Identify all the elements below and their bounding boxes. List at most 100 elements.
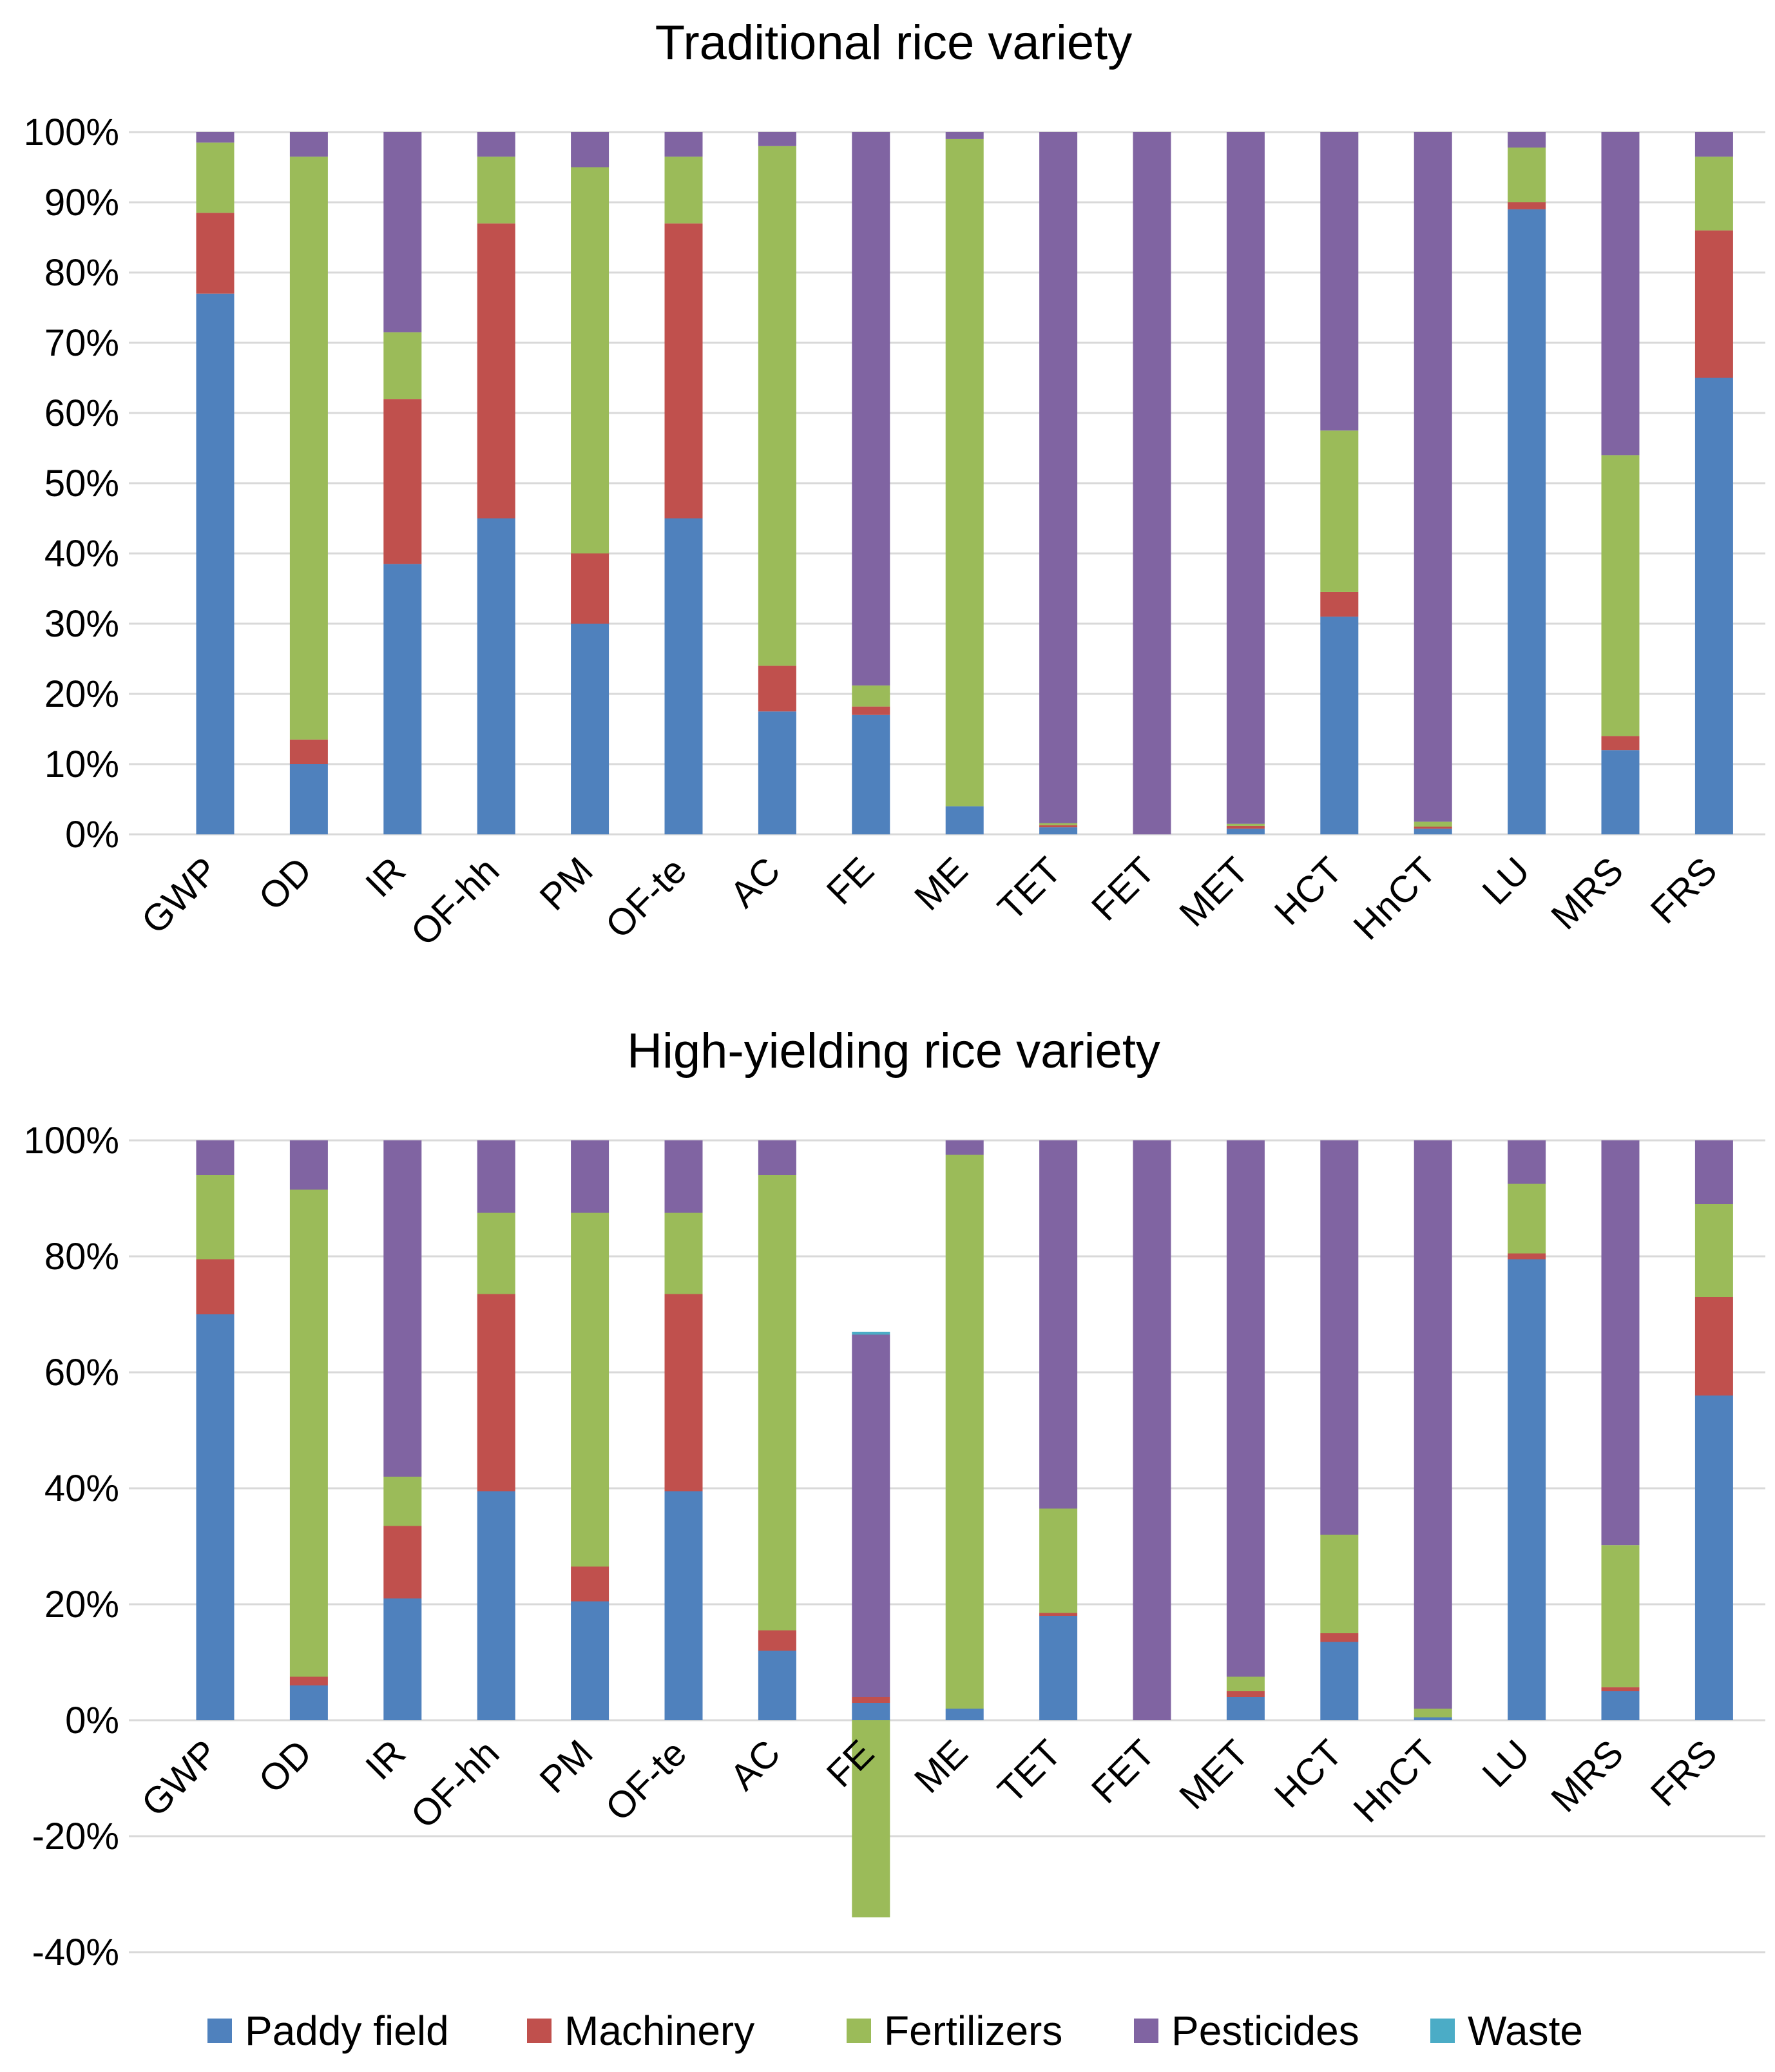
y-tick-label: 100%	[24, 111, 119, 153]
bar-segment-machinery-tet	[1039, 825, 1078, 828]
bar-segment-machinery-od	[289, 1676, 328, 1685]
bar-segment-machinery-tet	[1039, 1613, 1078, 1616]
bar-segment-fertilizers-tet	[1039, 823, 1078, 825]
x-tick-label: FRS	[1643, 849, 1725, 932]
bar-segment-fertilizers-pm	[571, 1213, 609, 1567]
x-tick-label: MET	[1171, 1732, 1257, 1818]
x-tick-label: MET	[1171, 849, 1257, 935]
bar-segment-machinery-od	[289, 739, 328, 764]
bar-segment-pesticides-mrs	[1601, 1140, 1640, 1546]
bar-segment-machinery-fe	[852, 706, 890, 715]
bar-segment-fertilizers-ac	[758, 1175, 796, 1631]
x-tick-label: IR	[358, 849, 414, 905]
bar-segment-paddy-field-met	[1226, 829, 1265, 834]
x-tick-label: HCT	[1267, 849, 1350, 933]
legend-label-machinery: Machinery	[564, 2008, 754, 2054]
y-tick-label: 0%	[65, 814, 119, 856]
legend-swatch-waste	[1430, 2019, 1455, 2043]
bar-segment-machinery-fe	[852, 1697, 890, 1703]
bar-segment-paddy-field-of-hh	[477, 518, 515, 834]
bar-segment-pesticides-lu	[1508, 1140, 1546, 1184]
y-tick-label: 60%	[44, 392, 119, 434]
x-tick-label: AC	[722, 849, 789, 916]
bar-segment-fertilizers-hct	[1320, 430, 1359, 592]
bar-segment-fertilizers-frs	[1694, 1204, 1733, 1297]
bar-segment-pesticides-tet	[1039, 1140, 1078, 1509]
bar-segment-fertilizers-hnct	[1414, 821, 1452, 827]
bar-segment-fertilizers-ir	[383, 1477, 422, 1526]
bar-segment-paddy-field-frs	[1694, 378, 1733, 834]
bar-segment-fertilizers-mrs	[1601, 1545, 1640, 1687]
bar-segment-pesticides-pm	[571, 132, 609, 168]
x-tick-label: MRS	[1543, 1732, 1631, 1820]
bar-segment-pesticides-od	[289, 1140, 328, 1190]
bar-segment-pesticides-ac	[758, 1140, 796, 1175]
bar-segment-paddy-field-of-te	[664, 1491, 703, 1720]
bar-segment-fertilizers-of-hh	[477, 157, 515, 224]
bar-segment-fertilizers-fe	[852, 685, 890, 707]
bar-segment-machinery-mrs	[1601, 1687, 1640, 1691]
bar-segment-pesticides-me	[945, 132, 984, 139]
bar-segment-paddy-field-ac	[758, 1651, 796, 1720]
bar-segment-fertilizers-of-hh	[477, 1213, 515, 1294]
bar-segment-paddy-field-met	[1226, 1697, 1265, 1720]
bar-segment-fertilizers-frs	[1694, 157, 1733, 231]
bar-segment-paddy-field-ir	[383, 564, 422, 834]
bar-segment-pesticides-fet	[1133, 132, 1171, 834]
bar-segment-paddy-field-mrs	[1601, 1691, 1640, 1720]
y-tick-label: 0%	[65, 1700, 119, 1741]
bar-segment-paddy-field-of-te	[664, 518, 703, 834]
bar-segment-pesticides-mrs	[1601, 132, 1640, 456]
y-tick-label: -40%	[32, 1932, 119, 1973]
x-tick-label: PM	[532, 1732, 600, 1801]
bar-segment-pesticides-gwp	[196, 1140, 235, 1175]
bar-segment-fertilizers-lu	[1508, 1184, 1546, 1254]
x-tick-label: PM	[532, 849, 600, 918]
x-tick-label: GWP	[133, 1732, 226, 1825]
bar-segment-paddy-field-ac	[758, 711, 796, 834]
bar-segment-machinery-ac	[758, 1630, 796, 1651]
bar-segment-machinery-of-hh	[477, 223, 515, 519]
bar-segment-machinery-hct	[1320, 1633, 1359, 1642]
x-tick-label: OF-hh	[403, 1732, 507, 1836]
x-tick-label: FRS	[1643, 1732, 1725, 1814]
bar-segment-machinery-met	[1226, 1691, 1265, 1697]
bar-segment-pesticides-ac	[758, 132, 796, 146]
y-tick-label: 30%	[44, 603, 119, 645]
x-tick-label: HnCT	[1345, 1732, 1444, 1830]
bar-segment-fertilizers-pm	[571, 167, 609, 553]
bar-segment-machinery-met	[1226, 825, 1265, 829]
y-tick-label: 50%	[44, 463, 119, 504]
bar-segment-paddy-field-hnct	[1414, 1717, 1452, 1720]
bar-segment-pesticides-fe	[852, 132, 890, 686]
bar-segment-waste-fe	[852, 1332, 890, 1335]
bar-segment-pesticides-od	[289, 132, 328, 157]
bar-segment-fertilizers-od	[289, 1189, 328, 1677]
bar-segment-pesticides-of-hh	[477, 1140, 515, 1213]
x-tick-label: TET	[990, 1732, 1069, 1811]
x-tick-label: FE	[819, 849, 882, 912]
y-tick-label: 40%	[44, 1468, 119, 1510]
x-tick-label: GWP	[133, 849, 226, 942]
bar-segment-machinery-gwp	[196, 1259, 235, 1314]
x-tick-label: TET	[990, 849, 1069, 928]
traditional-variety-chart: Traditional rice variety 0% 10% 20% 30% 40% 5…	[24, 15, 1765, 954]
bar-segment-pesticides-hnct	[1414, 132, 1452, 822]
bar-segment-pesticides-hnct	[1414, 1140, 1452, 1709]
bar-segment-paddy-field-ir	[383, 1598, 422, 1720]
bar-segment-machinery-ir	[383, 1526, 422, 1598]
bar-segment-fertilizers-ir	[383, 332, 422, 399]
legend-swatch-paddy-field	[207, 2019, 232, 2043]
bar-segment-pesticides-ir	[383, 132, 422, 332]
bar-segment-pesticides-me	[945, 1140, 984, 1155]
bar-segment-fertilizers-of-te	[664, 1213, 703, 1294]
bar-segment-paddy-field-pm	[571, 1601, 609, 1720]
bar-segment-machinery-of-hh	[477, 1294, 515, 1492]
bar-segment-paddy-field-pm	[571, 624, 609, 834]
x-tick-label: OF-te	[597, 1732, 695, 1829]
bar-segment-pesticides-met	[1226, 132, 1265, 824]
bar-segment-pesticides-met	[1226, 1140, 1265, 1677]
bar-segment-pesticides-pm	[571, 1140, 609, 1213]
chart-title-high-yielding: High-yielding rice variety	[627, 1024, 1160, 1079]
